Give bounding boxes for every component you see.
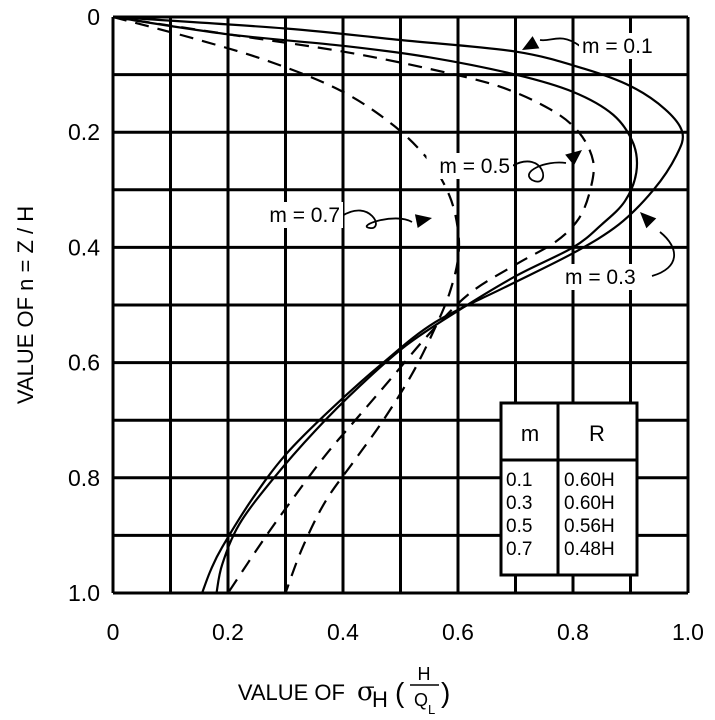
annotation-label-bg (256, 202, 343, 228)
grid (111, 15, 690, 595)
annotation-label-bg (426, 153, 513, 179)
table-cell-m: 0.1 (506, 470, 532, 491)
x-tick-label: 1.0 (672, 619, 704, 645)
table-header-m: m (521, 421, 539, 446)
table-cell-r: 0.56H (564, 516, 615, 537)
x-axis-title-paren-close: ) (441, 677, 450, 708)
y-tick-label: 0 (87, 4, 100, 30)
table-header-r: R (589, 421, 605, 446)
annotation-arrowhead (640, 212, 657, 229)
annotation-label: m = 0.5 (439, 155, 510, 178)
x-axis-title: VALUE OF σ H ( H Q L ) (238, 664, 451, 717)
x-tick-labels: 0 0.2 0.4 0.6 0.8 1.0 (107, 619, 704, 645)
annotation-layer: m = 0.1 m = 0.5 m = 0.7 m = 0.3 (256, 33, 676, 290)
x-tick-label: 0.8 (557, 619, 589, 645)
table-cell-r: 0.48H (564, 539, 615, 560)
y-tick-label: 0.8 (68, 465, 100, 491)
y-tick-label: 0.6 (68, 350, 100, 376)
series-line (112, 15, 595, 594)
annotation-label-bg (579, 33, 666, 59)
x-axis-title-subscript: H (372, 687, 388, 712)
x-axis-title-frac-den: Q (414, 690, 428, 710)
x-axis-title-paren-open: ( (395, 677, 405, 708)
series-layer (112, 15, 684, 594)
annotation-label-bg (562, 264, 649, 290)
annotation-leader (539, 37, 581, 47)
y-tick-labels: 0 0.2 0.4 0.6 0.8 1.0 (68, 4, 100, 606)
y-tick-label: 0.4 (68, 234, 100, 260)
x-tick-label: 0.6 (442, 619, 474, 645)
y-tick-label: 1.0 (68, 580, 100, 606)
series-line (112, 15, 684, 594)
x-axis-title-prefix: VALUE OF (238, 680, 345, 705)
table-cell-r: 0.60H (564, 470, 615, 491)
annotation-arrowhead (414, 214, 432, 229)
annotation-leader (651, 231, 676, 277)
annotation-arrowhead (522, 36, 540, 50)
y-axis-title: VALUE OF n = Z / H (13, 206, 38, 404)
series-line (112, 15, 639, 594)
x-tick-label: 0.2 (212, 619, 244, 645)
x-tick-label: 0.4 (327, 619, 359, 645)
x-axis-title-frac-num: H (418, 664, 431, 684)
series-line (112, 15, 461, 594)
parameter-table: m R 0.1 0.60H 0.3 0.60H 0.5 0.56H 0.7 0.… (499, 401, 639, 577)
y-tick-label: 0.2 (68, 119, 100, 145)
x-axis-title-frac-den-sub: L (428, 702, 435, 717)
table-frame (499, 401, 639, 577)
annotation-leader (511, 160, 567, 183)
table-cell-m: 0.7 (506, 539, 532, 560)
annotation-leader (341, 209, 413, 229)
x-axis-title-symbol: σ (357, 677, 375, 707)
annotation-arrowhead (565, 150, 582, 166)
x-tick-label: 0 (107, 619, 120, 645)
table-cell-m: 0.5 (506, 516, 532, 537)
annotation-label: m = 0.3 (565, 266, 636, 289)
annotation-label: m = 0.7 (269, 204, 340, 227)
table-cell-r: 0.60H (564, 493, 615, 514)
table-cell-m: 0.3 (506, 493, 532, 514)
annotation-label: m = 0.1 (582, 35, 653, 58)
